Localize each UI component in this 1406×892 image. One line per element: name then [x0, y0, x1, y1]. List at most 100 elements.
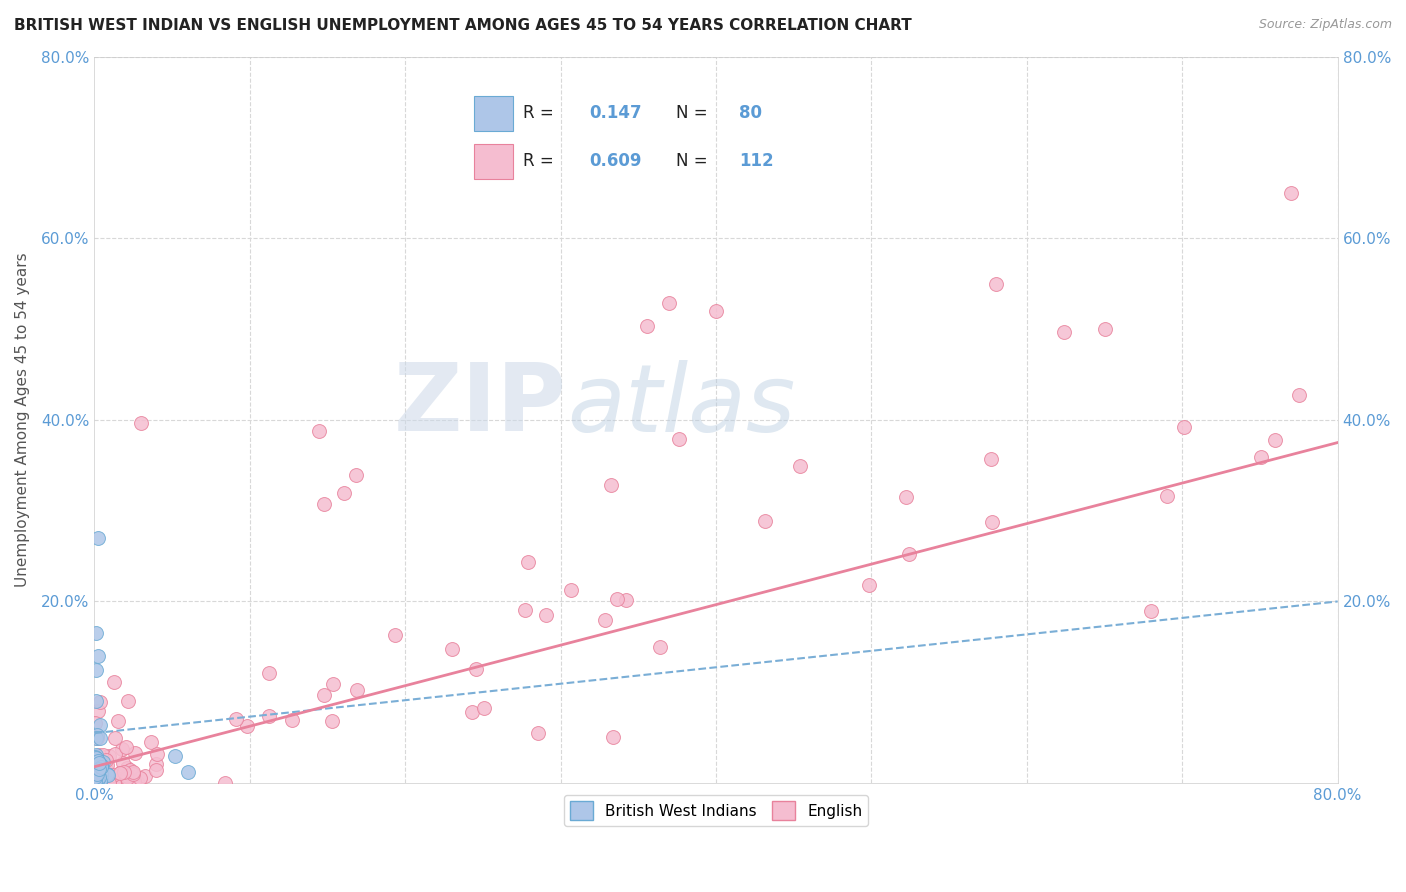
Point: [84, 756, 107, 771]
Point: [177, 765, 200, 780]
Point: [981, 515, 1004, 529]
Text: Source: ZipAtlas.com: Source: ZipAtlas.com: [1258, 18, 1392, 31]
Point: [86, 776, 108, 790]
Point: [139, 735, 162, 749]
Point: [86, 770, 108, 784]
Point: [257, 665, 280, 680]
Point: [84, 766, 107, 780]
Point: [96, 767, 118, 781]
Point: [754, 514, 776, 528]
Point: [84, 752, 107, 766]
Point: [165, 748, 187, 763]
Point: [86, 762, 108, 776]
Point: [86, 772, 108, 787]
Point: [257, 709, 280, 723]
Point: [84, 772, 107, 787]
Point: [648, 640, 671, 654]
Point: [89, 763, 111, 777]
Point: [1288, 387, 1310, 401]
Point: [84, 772, 107, 787]
Point: [89, 695, 111, 709]
Point: [117, 694, 139, 708]
Point: [90, 772, 112, 786]
Point: [112, 765, 135, 780]
Point: [86, 774, 108, 789]
Point: [614, 593, 637, 607]
Point: [146, 747, 169, 761]
Point: [896, 490, 918, 504]
Point: [83, 768, 105, 782]
Point: [86, 772, 108, 786]
Point: [87, 747, 110, 762]
Point: [560, 582, 582, 597]
Y-axis label: Unemployment Among Ages 45 to 54 years: Unemployment Among Ages 45 to 54 years: [15, 252, 30, 587]
Point: [84, 772, 107, 786]
Point: [308, 424, 330, 438]
Point: [1156, 489, 1178, 503]
Point: [312, 688, 335, 702]
Point: [86, 771, 108, 785]
Point: [86, 772, 108, 786]
Point: [1173, 420, 1195, 434]
Point: [129, 417, 152, 431]
Point: [87, 762, 110, 776]
Point: [87, 776, 110, 790]
Point: [124, 746, 146, 760]
Point: [84, 774, 107, 789]
Point: [86, 762, 108, 776]
Point: [332, 486, 354, 500]
Point: [86, 772, 108, 786]
Point: [86, 531, 108, 545]
Point: [122, 774, 145, 789]
Point: [602, 730, 624, 744]
Point: [98, 774, 121, 789]
Point: [593, 613, 616, 627]
Point: [145, 764, 167, 778]
Point: [86, 727, 108, 741]
Point: [84, 754, 107, 768]
Point: [86, 768, 108, 782]
Point: [84, 774, 107, 789]
Point: [281, 713, 304, 727]
Point: [115, 760, 138, 774]
Point: [84, 663, 107, 677]
Point: [86, 771, 108, 785]
Point: [115, 769, 138, 783]
Point: [108, 766, 131, 780]
Point: [86, 763, 108, 777]
Point: [87, 705, 110, 719]
Point: [122, 767, 145, 781]
Point: [96, 758, 118, 772]
Point: [89, 772, 111, 786]
Point: [84, 772, 107, 786]
Point: [89, 717, 111, 731]
Point: [89, 756, 111, 770]
Point: [314, 497, 336, 511]
Point: [84, 694, 107, 708]
Point: [86, 767, 108, 781]
Point: [322, 677, 344, 691]
Point: [90, 767, 112, 781]
Point: [104, 747, 127, 761]
Point: [84, 763, 107, 777]
Point: [84, 731, 107, 746]
Point: [93, 764, 115, 779]
Point: [91, 747, 114, 762]
Point: [91, 774, 114, 789]
Point: [134, 769, 156, 783]
Point: [89, 731, 111, 746]
Point: [115, 774, 138, 789]
Point: [90, 758, 112, 772]
Point: [87, 754, 110, 768]
Point: [87, 771, 110, 785]
Point: [115, 771, 138, 785]
Point: [460, 705, 482, 719]
Point: [526, 725, 548, 739]
Point: [344, 467, 367, 482]
Text: ZIP: ZIP: [394, 359, 567, 451]
Point: [84, 771, 107, 785]
Point: [108, 766, 131, 780]
Point: [534, 607, 557, 622]
Point: [108, 772, 131, 787]
Point: [122, 764, 145, 779]
